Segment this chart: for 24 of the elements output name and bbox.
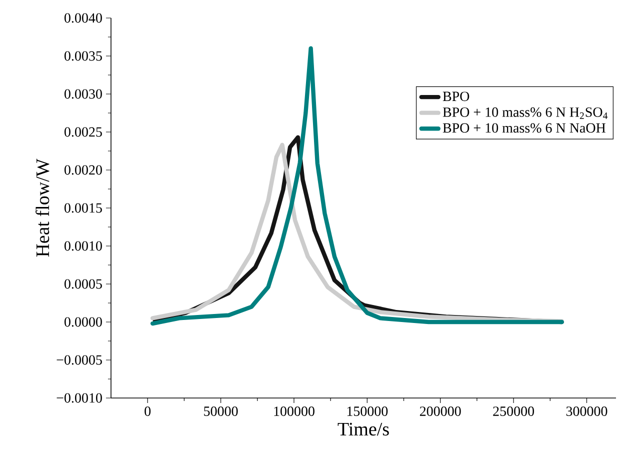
y-axis-title: Heat flow/W <box>36 158 50 257</box>
legend-label: BPO + 10 mass% 6 N H$_{2}$SO$_{4}$ <box>442 107 608 119</box>
y-tick-label: 0.0025 <box>64 127 102 137</box>
y-tick-label: 0.0035 <box>64 51 102 61</box>
x-tick-label: 50000 <box>204 406 238 416</box>
x-tick-label: 0 <box>144 406 151 416</box>
x-tick-label: 150000 <box>347 406 388 416</box>
y-tick-label: 0.0020 <box>64 165 102 175</box>
legend-label: BPO <box>442 92 470 102</box>
legend-label: BPO + 10 mass% 6 N NaOH <box>442 123 606 133</box>
x-tick-label: 300000 <box>566 406 608 416</box>
x-tick-label: 200000 <box>420 406 461 416</box>
x-tick-label: 100000 <box>274 406 314 416</box>
y-tick-label: 0.0005 <box>64 279 102 289</box>
line-series <box>150 46 564 326</box>
y-tick-label: 0.0010 <box>64 241 102 251</box>
x-axis-title: Time/s <box>338 422 389 436</box>
y-tick-label: 0.0015 <box>64 203 102 213</box>
x-tick-label: 250000 <box>493 406 534 416</box>
y-tick-label: −0.0005 <box>56 355 102 365</box>
y-tick-label: 0.0030 <box>64 89 102 99</box>
y-tick-label: 0.0040 <box>64 13 102 23</box>
y-tick-label: 0.0000 <box>64 317 102 327</box>
y-tick-label: −0.0010 <box>56 393 102 403</box>
